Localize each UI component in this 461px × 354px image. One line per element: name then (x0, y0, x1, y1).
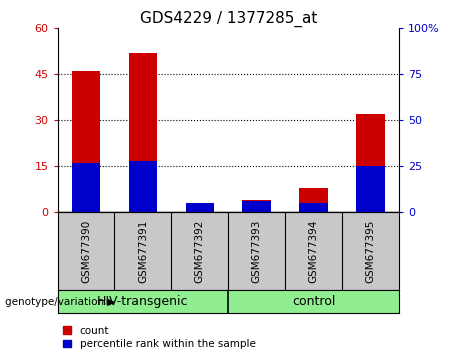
Bar (129, 161, 157, 212)
Bar (72, 163, 100, 212)
Bar (299, 203, 328, 212)
Bar (129, 53, 157, 212)
Legend: count, percentile rank within the sample: count, percentile rank within the sample (63, 326, 255, 349)
Title: GDS4229 / 1377285_at: GDS4229 / 1377285_at (140, 11, 317, 27)
Bar (72, 71, 100, 212)
Bar (356, 114, 384, 212)
Bar (242, 200, 271, 212)
Text: GSM677393: GSM677393 (252, 219, 262, 283)
Bar (185, 206, 214, 212)
Text: GSM677392: GSM677392 (195, 219, 205, 283)
Text: GSM677395: GSM677395 (365, 219, 375, 283)
Text: GSM677391: GSM677391 (138, 219, 148, 283)
Text: GSM677390: GSM677390 (81, 220, 91, 283)
Bar (242, 201, 271, 212)
Text: GSM677394: GSM677394 (308, 219, 319, 283)
Text: control: control (292, 295, 335, 308)
Bar (356, 166, 384, 212)
Text: genotype/variation ▶: genotype/variation ▶ (5, 297, 115, 307)
Bar (299, 188, 328, 212)
Bar (185, 203, 214, 212)
Text: HIV-transgenic: HIV-transgenic (97, 295, 189, 308)
